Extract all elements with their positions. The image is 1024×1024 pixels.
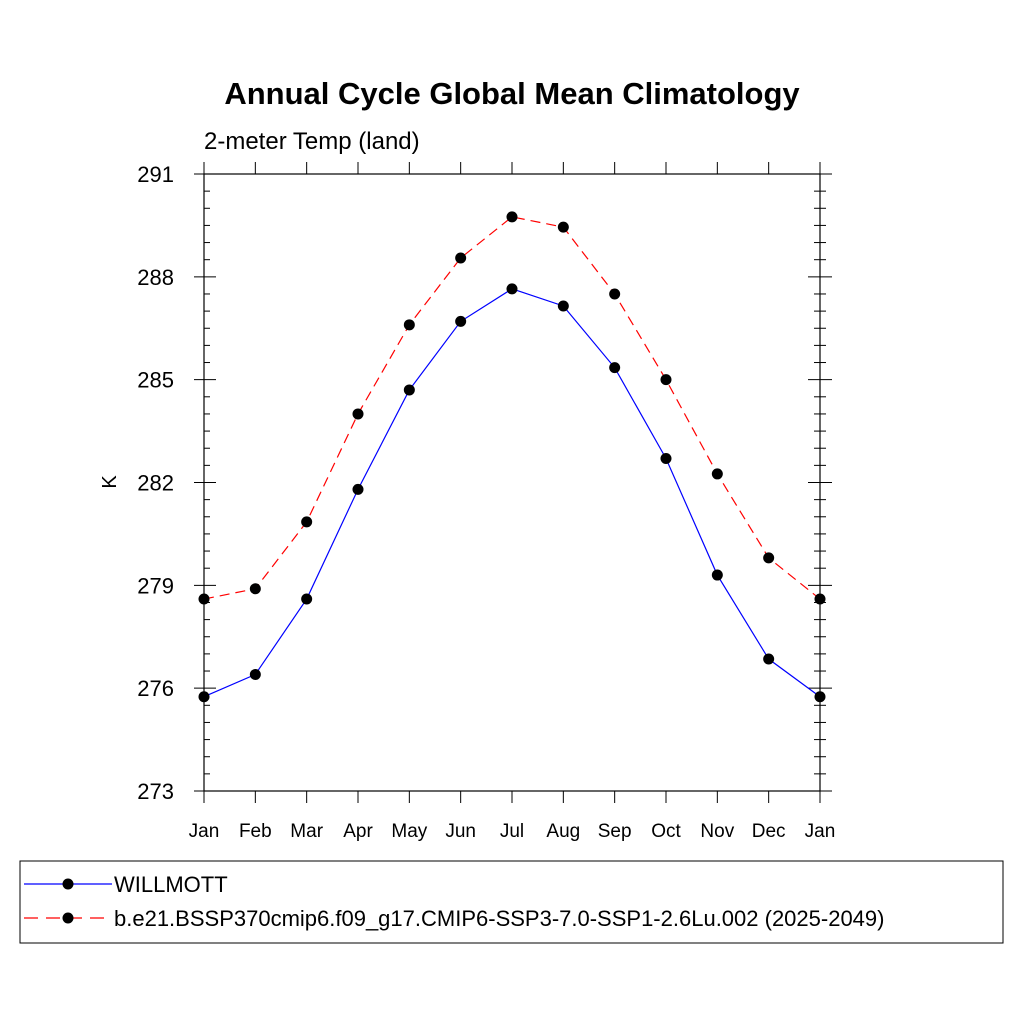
y-tick-label: 276	[137, 676, 174, 701]
legend-box	[19, 860, 1004, 944]
data-point-series-2	[249, 583, 261, 595]
y-axis-label: K	[99, 475, 121, 489]
x-tick-label: Oct	[651, 821, 681, 842]
data-point-series-1	[763, 653, 775, 665]
data-point-series-1	[198, 691, 210, 703]
data-point-series-1	[609, 362, 621, 374]
legend-marker-2	[62, 912, 74, 924]
chart-subtitle: 2-meter Temp (land)	[204, 128, 420, 155]
data-point-series-2	[198, 593, 210, 605]
x-tick-label: Jan	[805, 821, 836, 842]
legend-label-1: WILLMOTT	[114, 872, 228, 897]
data-point-series-2	[763, 552, 775, 564]
y-tick-labels: 273 276 279 282 285 288 291	[137, 162, 174, 804]
data-point-series-2	[711, 468, 723, 480]
axis-ticks	[194, 162, 832, 803]
legend-label-2: b.e21.BSSP370cmip6.f09_g17.CMIP6-SSP3-7.…	[114, 906, 884, 931]
x-tick-label: Dec	[752, 821, 786, 842]
data-point-series-1	[506, 283, 518, 295]
series-markers	[198, 211, 826, 703]
x-tick-label: Apr	[343, 821, 373, 842]
chart-title: Annual Cycle Global Mean Climatology	[224, 76, 800, 111]
data-point-series-1	[249, 668, 261, 680]
data-point-series-2	[660, 374, 672, 386]
x-tick-label: Jul	[500, 821, 524, 842]
y-tick-label: 291	[137, 162, 174, 187]
data-point-series-2	[557, 221, 569, 233]
data-point-series-1	[403, 384, 415, 396]
y-tick-label: 279	[137, 573, 174, 598]
x-tick-label: Aug	[546, 821, 580, 842]
data-point-series-2	[403, 319, 415, 331]
x-tick-label: Sep	[598, 821, 632, 842]
x-tick-label: Feb	[239, 821, 272, 842]
x-tick-label: Nov	[700, 821, 734, 842]
legend: WILLMOTT b.e21.BSSP370cmip6.f09_g17.CMIP6…	[24, 872, 884, 931]
data-point-series-1	[814, 691, 826, 703]
plot-frame	[203, 173, 821, 792]
x-tick-label: Jan	[189, 821, 220, 842]
data-point-series-1	[455, 315, 467, 327]
data-point-series-1	[711, 569, 723, 581]
y-tick-label: 282	[137, 471, 174, 496]
data-point-series-1	[301, 593, 313, 605]
y-tick-label: 288	[137, 265, 174, 290]
data-point-series-1	[352, 483, 364, 495]
data-point-series-2	[609, 288, 621, 300]
data-point-series-1	[557, 300, 569, 312]
legend-marker-1	[62, 878, 74, 890]
y-tick-label: 273	[137, 779, 174, 804]
series-line-1	[203, 288, 821, 698]
data-point-series-2	[301, 516, 313, 528]
data-point-series-1	[660, 453, 672, 465]
data-point-series-2	[814, 593, 826, 605]
x-tick-label: Mar	[290, 821, 323, 842]
x-tick-label: Jun	[445, 821, 476, 842]
data-point-series-2	[455, 252, 467, 264]
x-tick-label: May	[391, 821, 427, 842]
x-tick-labels: Jan Feb Mar Apr May Jun Jul Aug Sep Oct Nov Dec Jan	[189, 821, 836, 842]
data-point-series-2	[506, 211, 518, 223]
y-tick-label: 285	[137, 368, 174, 393]
data-point-series-2	[352, 408, 364, 420]
series-line-2	[203, 216, 821, 600]
